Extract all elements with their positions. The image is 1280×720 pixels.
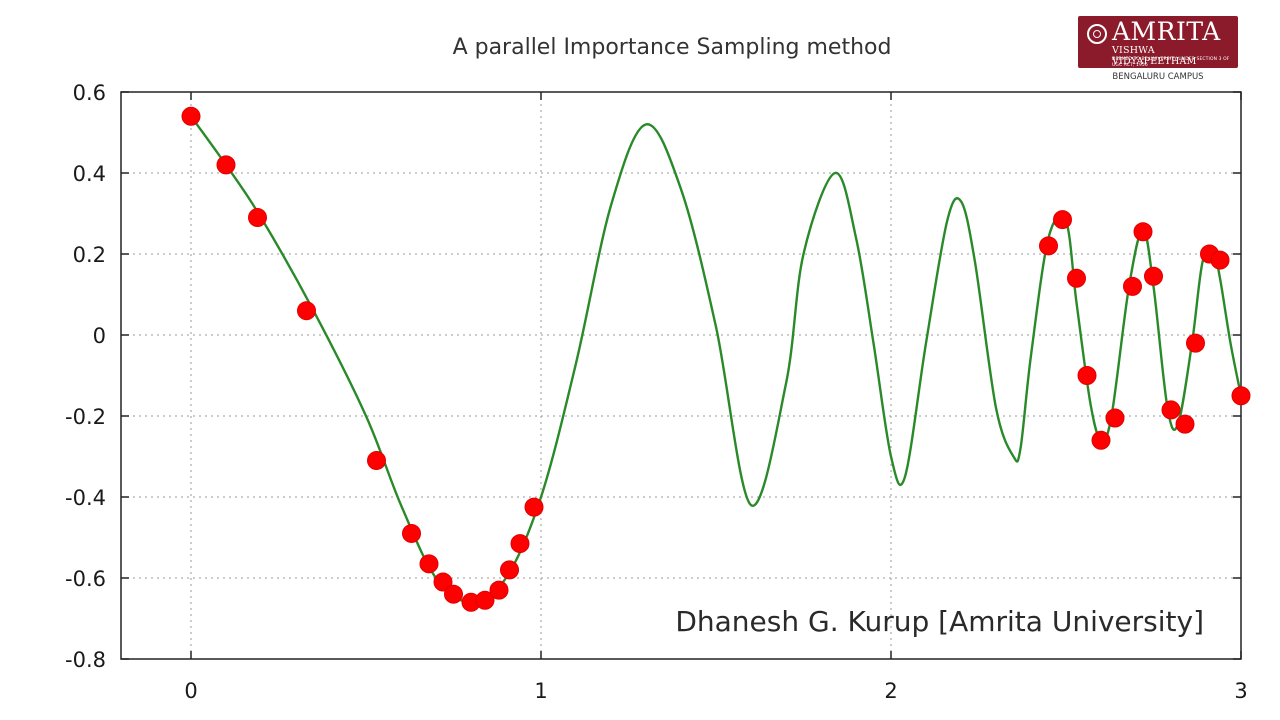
- y-tick-label: 0: [93, 324, 106, 348]
- data-point: [1039, 236, 1058, 256]
- y-tick-label: -0.8: [65, 648, 106, 672]
- data-point: [1144, 266, 1163, 286]
- logo-subtitle: VISHWA VIDYAPEETHAM: [1112, 45, 1197, 67]
- data-point: [1053, 210, 1072, 230]
- chart-title: A parallel Importance Sampling method: [453, 35, 892, 60]
- data-point: [419, 554, 439, 574]
- data-point: [500, 560, 519, 580]
- x-tick-label: 1: [534, 679, 547, 703]
- data-point: [1067, 268, 1086, 288]
- data-point: [510, 534, 530, 554]
- grid: [121, 92, 1241, 659]
- y-tick-label: 0.6: [73, 81, 106, 105]
- data-point: [1231, 386, 1251, 406]
- sample-points: [181, 106, 1251, 612]
- y-tick-label: -0.2: [65, 405, 106, 429]
- data-point: [444, 584, 463, 604]
- y-tick-label: -0.4: [65, 486, 106, 510]
- data-point: [297, 301, 316, 321]
- data-point: [1186, 333, 1205, 353]
- data-point: [1161, 400, 1181, 420]
- logo-name: AMRITA: [1112, 17, 1221, 46]
- data-point: [1077, 366, 1097, 385]
- y-tick-label: 0.2: [73, 243, 106, 267]
- y-tick-label: -0.6: [65, 567, 106, 591]
- series-line: [190, 115, 1243, 604]
- data-point: [1133, 222, 1153, 242]
- axis-ticks: 0 1 2 3 0.6 0.4 0.2 0 -0.2 -0.4 -0.6 -0.8: [65, 81, 1248, 703]
- data-point: [1091, 430, 1111, 450]
- x-tick-label: 3: [1234, 679, 1247, 703]
- x-tick-label: 2: [884, 679, 897, 703]
- data-point: [475, 590, 495, 610]
- data-point: [489, 580, 509, 600]
- data-point: [1105, 408, 1125, 428]
- x-tick-label: 0: [184, 679, 197, 703]
- data-point: [248, 208, 267, 228]
- data-point: [181, 106, 201, 126]
- seal-icon: [1087, 24, 1107, 44]
- logo-deemed-text: DEEMED TO BE UNIVERSITY UNDER SECTION 3 …: [1112, 57, 1230, 68]
- data-point: [367, 451, 386, 471]
- data-point: [402, 523, 421, 543]
- campus-label: BENGALURU CAMPUS: [1112, 72, 1204, 82]
- data-point: [433, 572, 453, 592]
- amrita-logo: AMRITA VISHWA VIDYAPEETHAM DEEMED TO BE …: [1078, 16, 1238, 68]
- data-point: [1123, 276, 1142, 296]
- data-point: [524, 497, 544, 517]
- plot-area: [120, 91, 1242, 660]
- data-point: [1175, 414, 1195, 434]
- data-point: [1210, 250, 1230, 270]
- y-tick-label: 0.4: [73, 162, 106, 186]
- data-point: [216, 155, 236, 175]
- chart-annotation: Dhanesh G. Kurup [Amrita University]: [675, 605, 1204, 638]
